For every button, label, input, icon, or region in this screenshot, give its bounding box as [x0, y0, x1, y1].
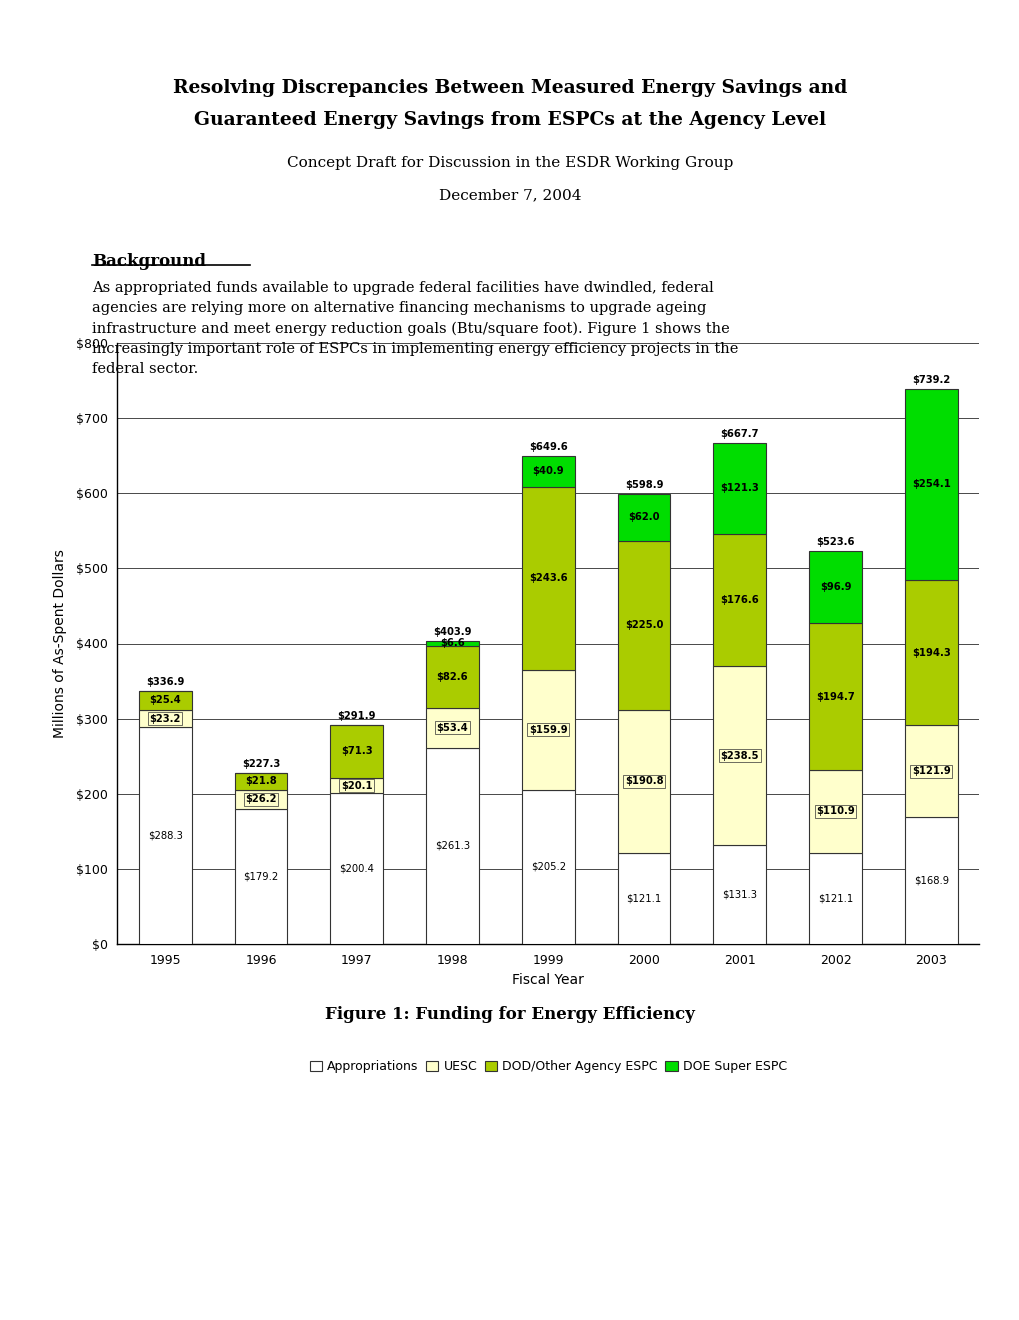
Bar	[904, 817, 957, 944]
Legend: Appropriations, UESC, DOD/Other Agency ESPC, DOE Super ESPC: Appropriations, UESC, DOD/Other Agency E…	[305, 1055, 791, 1078]
Bar	[712, 442, 765, 533]
Bar	[618, 494, 669, 541]
Bar	[712, 667, 765, 845]
Text: $131.3: $131.3	[721, 890, 756, 899]
Text: $40.9: $40.9	[532, 466, 564, 477]
Bar	[904, 579, 957, 726]
Text: $190.8: $190.8	[624, 776, 662, 787]
Text: $739.2: $739.2	[911, 375, 950, 385]
Text: As appropriated funds available to upgrade federal facilities have dwindled, fed: As appropriated funds available to upgra…	[92, 281, 738, 376]
Text: Resolving Discrepancies Between Measured Energy Savings and: Resolving Discrepancies Between Measured…	[172, 79, 847, 98]
Bar	[808, 853, 861, 944]
Text: December 7, 2004: December 7, 2004	[438, 189, 581, 203]
Text: $649.6: $649.6	[529, 442, 567, 453]
Bar	[712, 533, 765, 667]
Bar	[618, 853, 669, 944]
Bar	[904, 389, 957, 579]
Text: $6.6: $6.6	[439, 638, 465, 648]
Bar	[808, 623, 861, 770]
Text: Concept Draft for Discussion in the ESDR Working Group: Concept Draft for Discussion in the ESDR…	[286, 156, 733, 170]
Text: $523.6: $523.6	[815, 537, 854, 546]
Text: $21.8: $21.8	[245, 776, 276, 787]
Bar	[522, 457, 574, 487]
Bar	[330, 793, 383, 944]
Text: $121.3: $121.3	[719, 483, 758, 494]
Text: $159.9: $159.9	[529, 725, 567, 735]
Text: $179.2: $179.2	[244, 871, 278, 882]
Text: $96.9: $96.9	[819, 582, 851, 593]
Text: $225.0: $225.0	[625, 620, 662, 630]
Text: $227.3: $227.3	[242, 759, 280, 770]
Bar	[426, 645, 478, 708]
Text: $110.9: $110.9	[815, 807, 854, 816]
Bar	[808, 770, 861, 853]
Text: $667.7: $667.7	[719, 429, 758, 438]
Text: $121.1: $121.1	[817, 894, 852, 903]
Bar	[522, 669, 574, 789]
Y-axis label: Millions of As-Spent Dollars: Millions of As-Spent Dollars	[53, 549, 67, 738]
Bar	[618, 710, 669, 853]
Text: $254.1: $254.1	[911, 479, 950, 490]
Text: $194.3: $194.3	[911, 648, 950, 657]
Bar	[139, 690, 192, 710]
Bar	[618, 541, 669, 710]
Text: $288.3: $288.3	[148, 830, 182, 841]
Text: $200.4: $200.4	[339, 863, 374, 874]
Bar	[904, 726, 957, 817]
Text: Figure 1: Funding for Energy Efficiency: Figure 1: Funding for Energy Efficiency	[325, 1006, 694, 1023]
Text: $205.2: $205.2	[530, 862, 566, 871]
Text: $176.6: $176.6	[719, 595, 758, 605]
Text: $261.3: $261.3	[434, 841, 470, 850]
Text: Background: Background	[92, 253, 206, 271]
Bar	[330, 725, 383, 779]
Bar	[139, 710, 192, 727]
Bar	[139, 727, 192, 944]
Bar	[426, 640, 478, 645]
Text: $20.1: $20.1	[340, 781, 372, 791]
Bar	[330, 779, 383, 793]
Bar	[522, 789, 574, 944]
Text: $71.3: $71.3	[340, 747, 372, 756]
Bar	[522, 487, 574, 669]
Text: $403.9: $403.9	[433, 627, 471, 636]
Text: $336.9: $336.9	[146, 677, 184, 688]
Text: $598.9: $598.9	[625, 480, 662, 491]
Text: $62.0: $62.0	[628, 512, 659, 523]
Text: $168.9: $168.9	[913, 875, 948, 886]
X-axis label: Fiscal Year: Fiscal Year	[512, 973, 584, 987]
Text: $121.9: $121.9	[911, 766, 950, 776]
Text: $53.4: $53.4	[436, 722, 468, 733]
Text: $238.5: $238.5	[719, 751, 758, 760]
Bar	[712, 845, 765, 944]
Text: Guaranteed Energy Savings from ESPCs at the Agency Level: Guaranteed Energy Savings from ESPCs at …	[194, 111, 825, 129]
Bar	[234, 789, 287, 809]
Text: $23.2: $23.2	[150, 714, 180, 723]
Bar	[808, 550, 861, 623]
Bar	[426, 747, 478, 944]
Bar	[234, 774, 287, 789]
Text: $194.7: $194.7	[815, 692, 854, 701]
Text: $25.4: $25.4	[149, 696, 181, 705]
Bar	[426, 708, 478, 747]
Text: $121.1: $121.1	[626, 894, 661, 903]
Text: $291.9: $291.9	[337, 711, 376, 721]
Text: $26.2: $26.2	[245, 795, 276, 804]
Text: $82.6: $82.6	[436, 672, 468, 681]
Bar	[234, 809, 287, 944]
Text: $243.6: $243.6	[529, 573, 567, 583]
